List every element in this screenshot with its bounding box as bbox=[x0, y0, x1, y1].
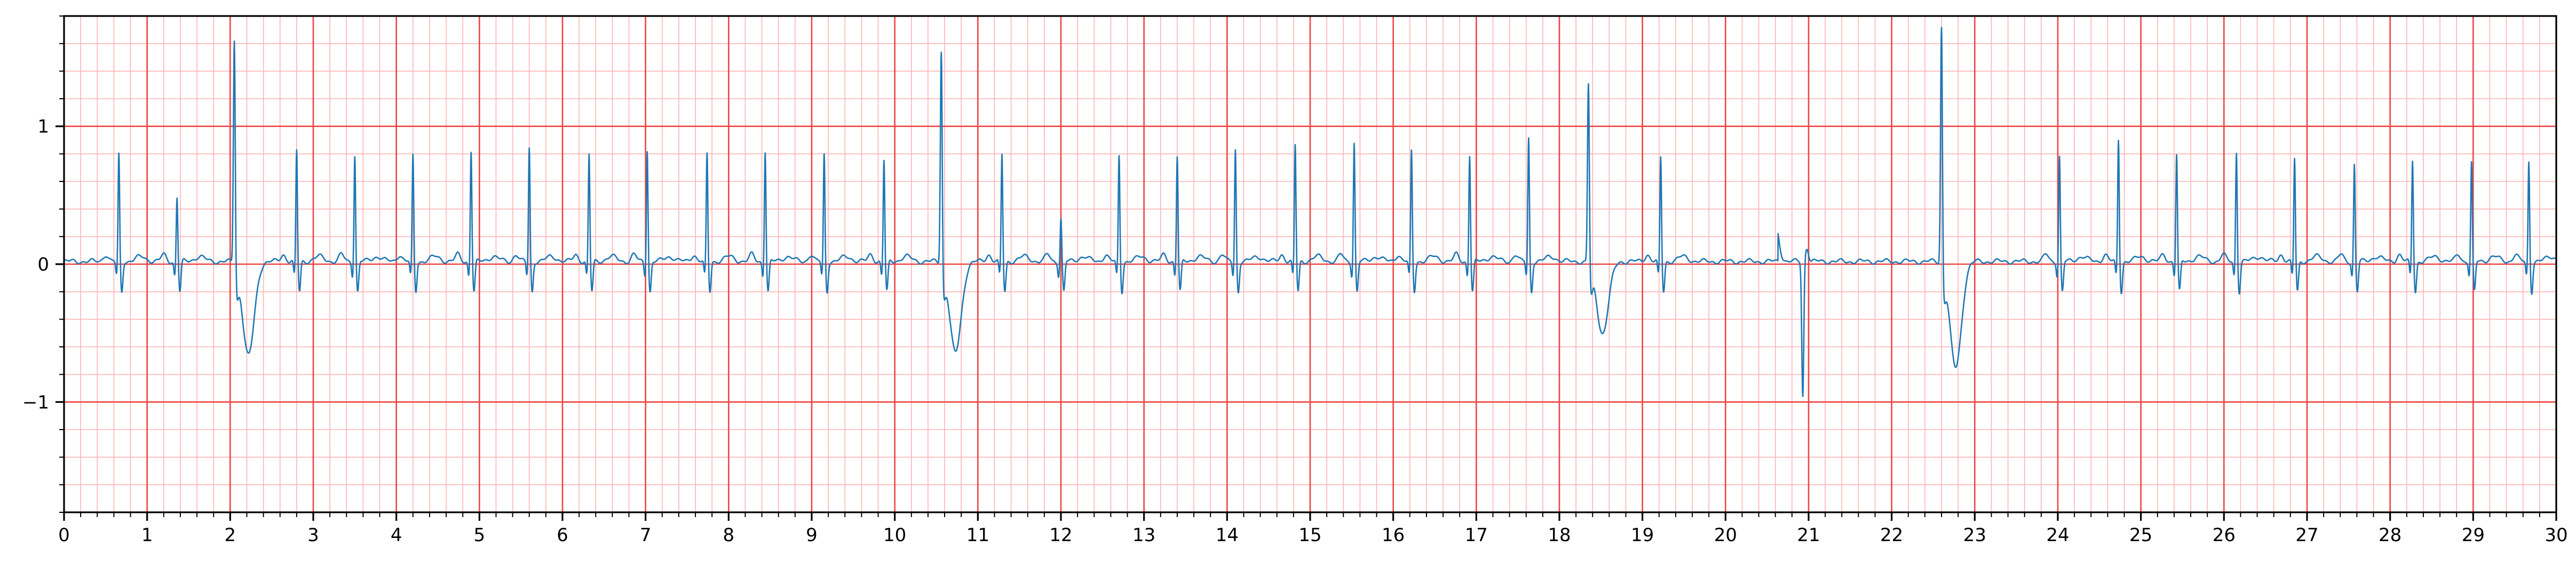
x-tick-label: 0 bbox=[58, 525, 70, 546]
x-tick-label: 14 bbox=[1216, 525, 1239, 546]
x-tick-label: 12 bbox=[1049, 525, 1072, 546]
y-axis: 1 0 −1 bbox=[22, 15, 64, 513]
x-tick-label: 6 bbox=[557, 525, 568, 546]
x-tick-label: 22 bbox=[1880, 525, 1903, 546]
y-tick-label: 1 bbox=[37, 116, 49, 138]
x-tick-label: 9 bbox=[806, 525, 818, 546]
x-tick-label: 4 bbox=[391, 525, 402, 546]
x-tick-label: 27 bbox=[2295, 525, 2318, 546]
x-tick-label: 20 bbox=[1714, 525, 1737, 546]
x-tick-label: 17 bbox=[1465, 525, 1488, 546]
y-tick-label: 0 bbox=[37, 254, 49, 275]
x-tick-label: 24 bbox=[2046, 525, 2069, 546]
x-tick-label: 13 bbox=[1132, 525, 1155, 546]
x-tick-label: 28 bbox=[2379, 525, 2401, 546]
x-tick-label: 29 bbox=[2462, 525, 2485, 546]
x-tick-label: 7 bbox=[640, 525, 652, 546]
x-tick-label: 23 bbox=[1963, 525, 1986, 546]
x-tick-label: 30 bbox=[2545, 525, 2567, 546]
x-tick-label: 2 bbox=[225, 525, 236, 546]
ecg-trace-series bbox=[63, 27, 2557, 398]
x-tick-label: 11 bbox=[966, 525, 989, 546]
x-axis: 0 1 2 3 4 5 6 7 8 9 10 11 12 13 14 15 16 17 18 19 20 21 22 23 24… bbox=[58, 512, 2568, 546]
x-tick-label: 3 bbox=[307, 525, 319, 546]
x-tick-label: 21 bbox=[1797, 525, 1820, 546]
x-tick-label: 1 bbox=[141, 525, 153, 546]
x-tick-label: 25 bbox=[2129, 525, 2152, 546]
x-tick-label: 16 bbox=[1382, 525, 1405, 546]
x-tick-label: 8 bbox=[723, 525, 735, 546]
x-tick-label: 15 bbox=[1298, 525, 1321, 546]
x-tick-label: 26 bbox=[2213, 525, 2236, 546]
y-tick-label: −1 bbox=[22, 392, 49, 413]
x-tick-label: 5 bbox=[474, 525, 486, 546]
x-tick-label: 19 bbox=[1631, 525, 1654, 546]
x-tick-label: 18 bbox=[1548, 525, 1571, 546]
x-tick-label: 10 bbox=[883, 525, 906, 546]
